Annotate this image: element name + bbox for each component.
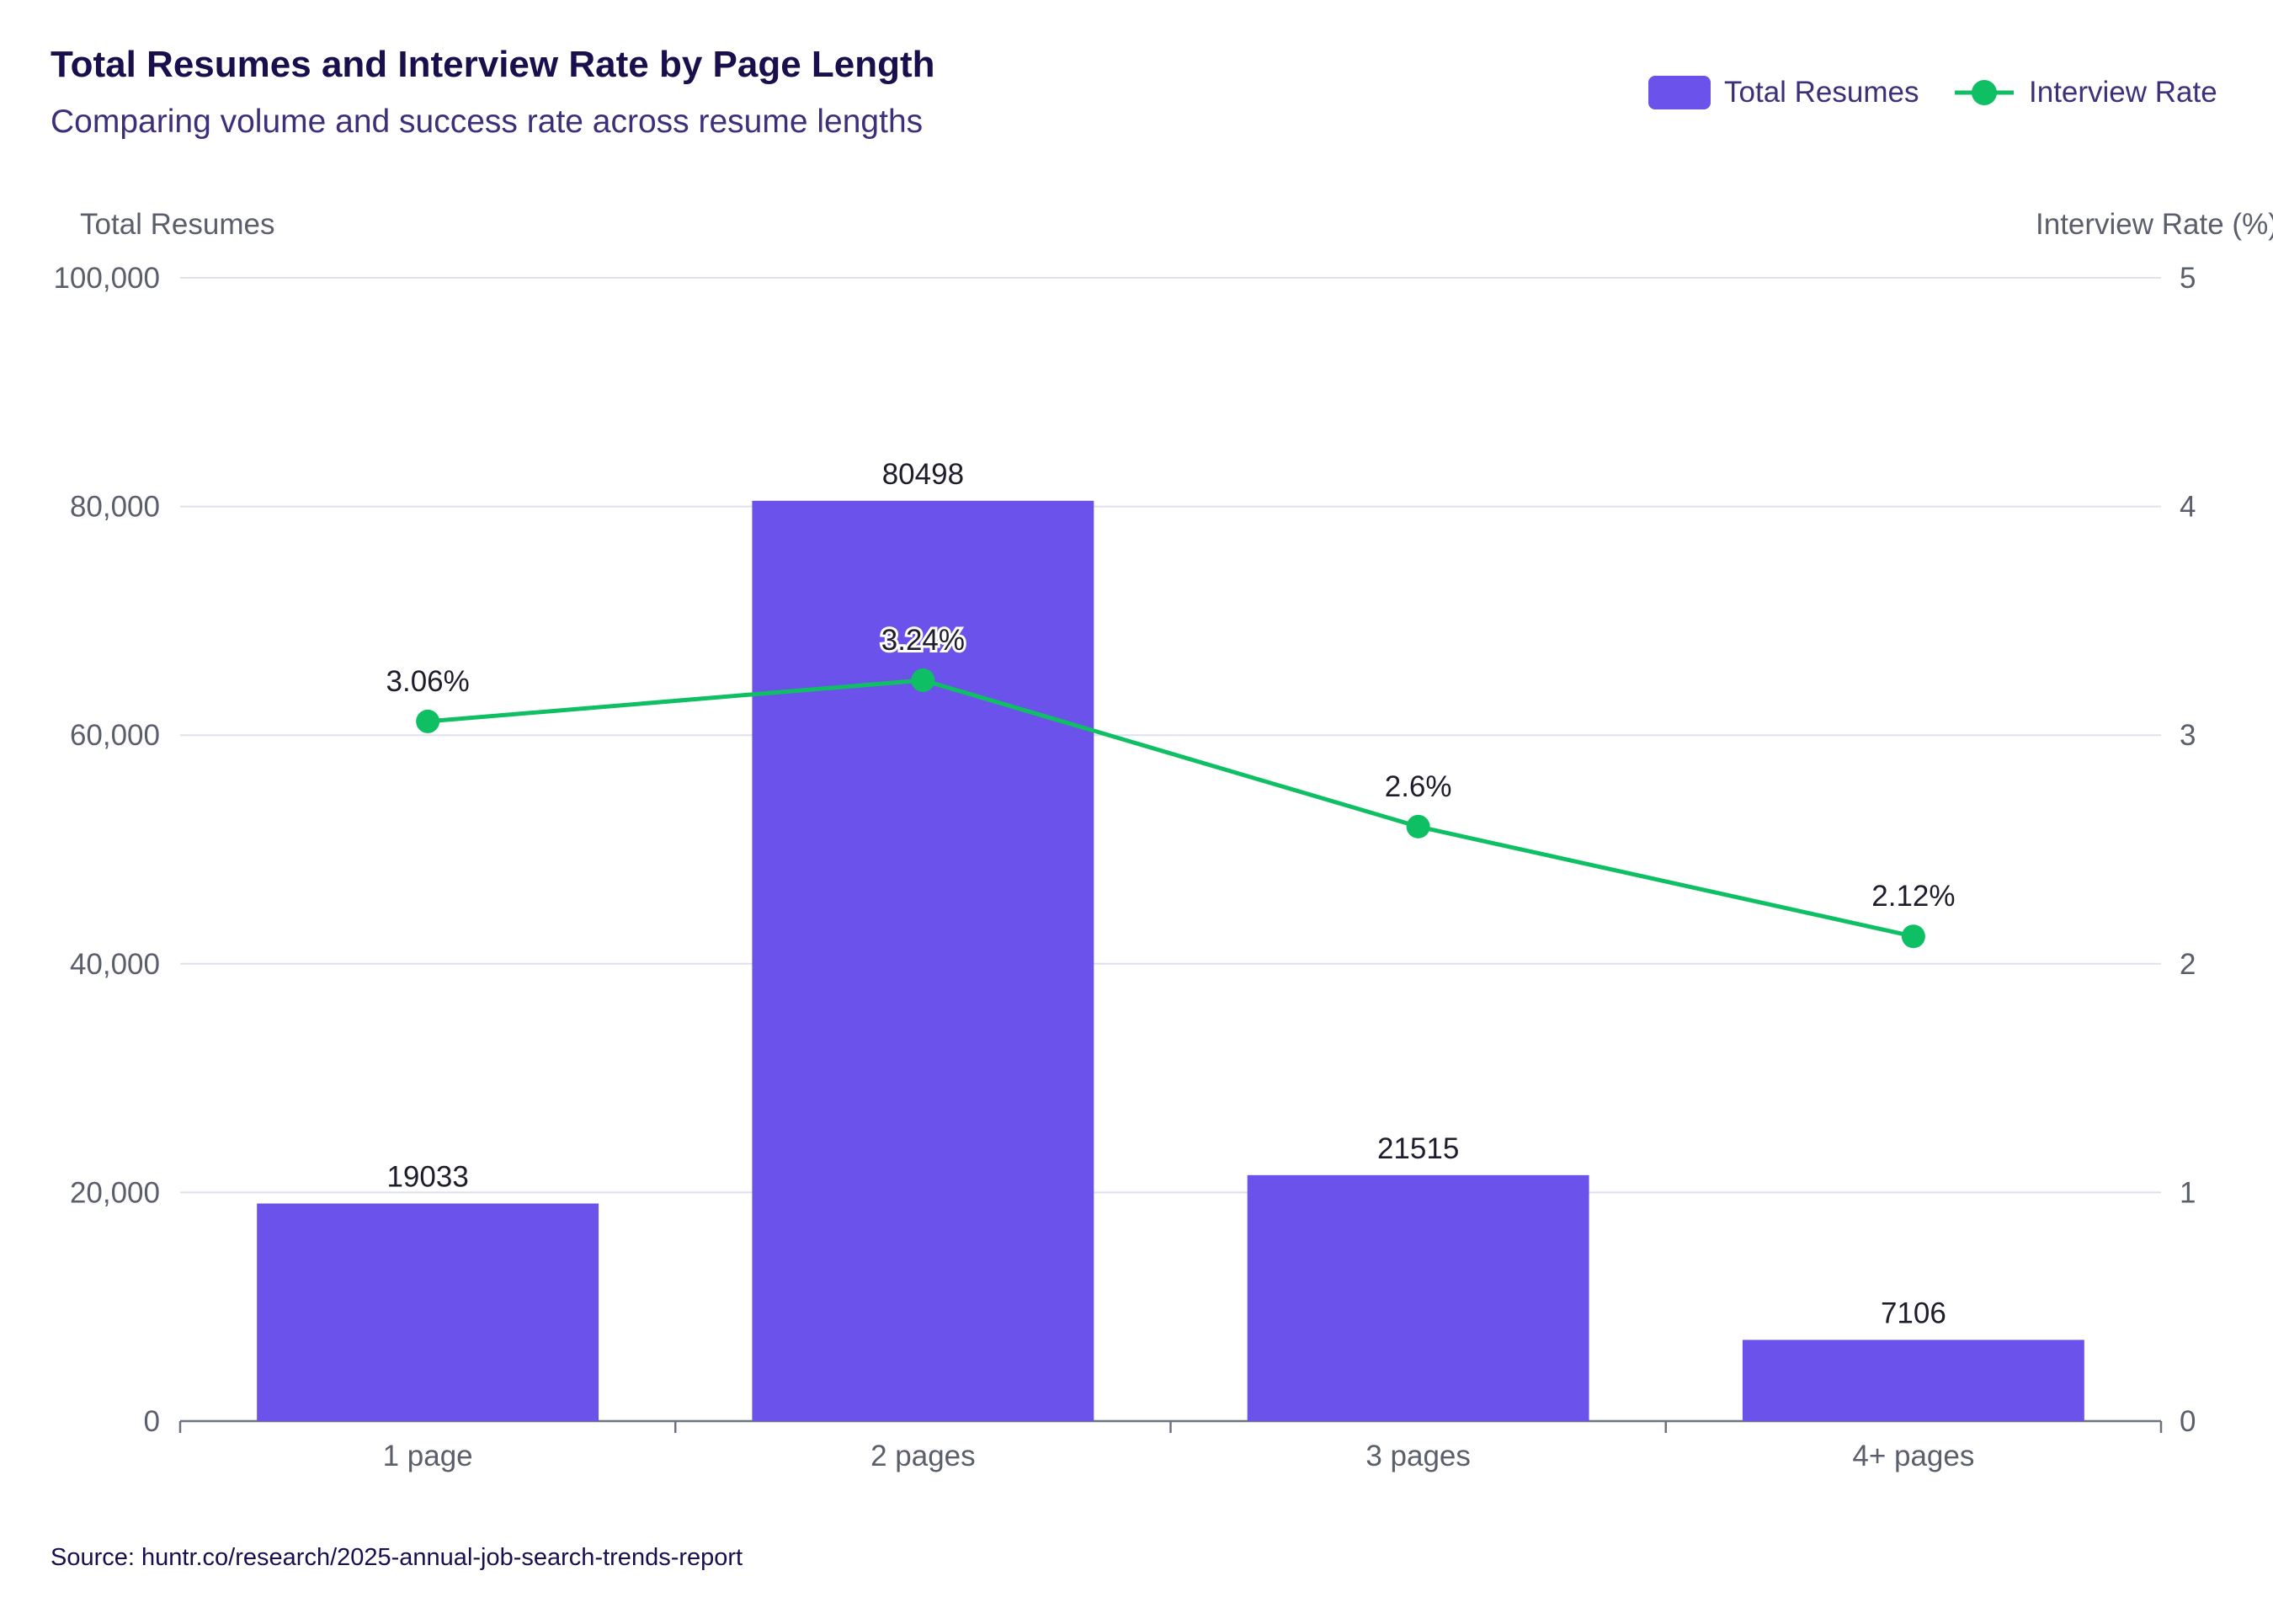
line-value-label: 3.24% bbox=[881, 624, 965, 657]
y-left-tick-label: 40,000 bbox=[70, 948, 160, 981]
legend-interview-rate-label: Interview Rate bbox=[2029, 76, 2217, 109]
bar bbox=[257, 1203, 599, 1421]
x-tick-label: 4+ pages bbox=[1852, 1440, 1974, 1472]
y-right-tick-label: 1 bbox=[2180, 1176, 2196, 1209]
line-value-label: 2.12% bbox=[1871, 880, 1955, 913]
legend-total-resumes[interactable]: Total Resumes bbox=[1648, 71, 1919, 114]
bar bbox=[1247, 1174, 1589, 1421]
y-left-tick-label: 60,000 bbox=[70, 719, 160, 752]
line-value-label: 2.6% bbox=[1385, 770, 1452, 803]
bar-value-label: 19033 bbox=[386, 1161, 468, 1194]
legend-line-swatch bbox=[1955, 80, 2014, 105]
legend-bar-swatch bbox=[1648, 76, 1711, 109]
y-right-tick-label: 3 bbox=[2180, 719, 2196, 752]
y-right-tick-label: 5 bbox=[2180, 262, 2196, 295]
bar-value-label: 80498 bbox=[882, 458, 964, 491]
data-labels: 19033 80498 21515 7106 3.06% 3.24% 2.6% 2.12% bbox=[386, 458, 1956, 1330]
line-point bbox=[416, 709, 440, 733]
line-point bbox=[911, 668, 935, 693]
bar-value-label: 7106 bbox=[1881, 1297, 1946, 1330]
y-right-axis-title: Interview Rate (%) bbox=[2036, 208, 2273, 241]
x-tick-label: 1 page bbox=[383, 1440, 473, 1472]
bar-series bbox=[257, 500, 2084, 1421]
interview-rate-line bbox=[427, 678, 1914, 939]
y-right-tick-label: 2 bbox=[2180, 948, 2196, 981]
y-left-tick-label: 0 bbox=[144, 1405, 160, 1438]
chart-subtitle: Comparing volume and success rate across… bbox=[51, 104, 924, 140]
legend-interview-rate[interactable]: Interview Rate bbox=[1953, 71, 2217, 114]
grid-lines bbox=[180, 277, 2161, 1194]
x-tick-label: 2 pages bbox=[870, 1440, 976, 1472]
y-left-tick-label: 80,000 bbox=[70, 491, 160, 524]
bar bbox=[752, 500, 1094, 1421]
y-left-tick-label: 20,000 bbox=[70, 1176, 160, 1209]
line-point bbox=[1406, 814, 1430, 839]
y-right-tick-label: 0 bbox=[2180, 1405, 2196, 1438]
line-value-label: 3.06% bbox=[386, 665, 470, 698]
bar bbox=[1742, 1339, 2084, 1421]
line-point bbox=[1901, 924, 1925, 949]
legend-total-resumes-label: Total Resumes bbox=[1724, 76, 1919, 109]
x-tick-label: 3 pages bbox=[1365, 1440, 1471, 1472]
line-series bbox=[416, 668, 1925, 949]
y-left-tick-label: 100,000 bbox=[53, 262, 160, 295]
y-right-tick-label: 4 bbox=[2180, 491, 2196, 524]
y-left-axis-title: Total Resumes bbox=[80, 208, 274, 241]
source-note: Source: huntr.co/research/2025-annual-jo… bbox=[51, 1544, 743, 1571]
bar-value-label: 21515 bbox=[1377, 1132, 1459, 1165]
chart-title: Total Resumes and Interview Rate by Page… bbox=[51, 44, 935, 85]
